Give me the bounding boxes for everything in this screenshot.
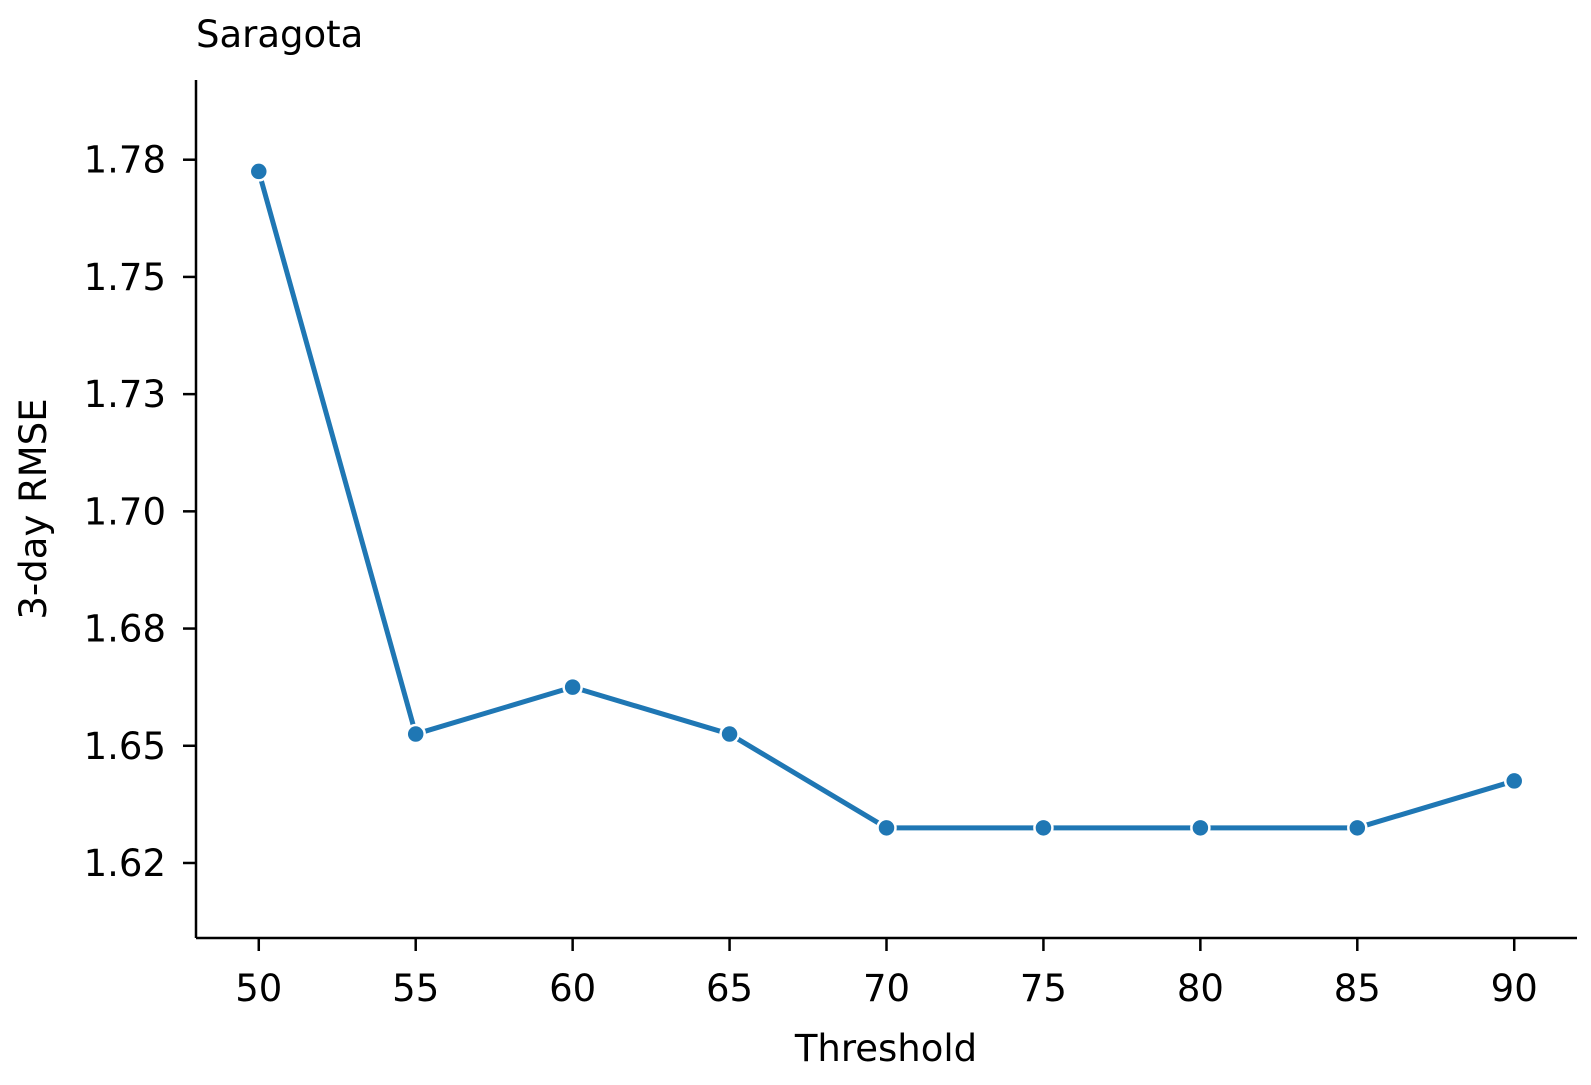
y-tick-label: 1.75 (84, 256, 166, 299)
data-point (562, 676, 583, 698)
y-tick-label: 1.65 (84, 725, 166, 768)
x-tick-label: 55 (392, 967, 439, 1010)
x-tick-label: 70 (863, 967, 910, 1010)
x-tick-label: 90 (1491, 967, 1538, 1010)
data-point (1033, 817, 1054, 839)
y-tick-label: 1.62 (84, 842, 166, 885)
x-tick-label: 60 (549, 967, 596, 1010)
x-tick-label: 50 (235, 967, 282, 1010)
data-point (248, 161, 270, 182)
x-axis-title: Threshold (794, 1027, 977, 1070)
x-axis-ticks: 50 55 60 65 70 75 80 85 90 (235, 938, 1538, 1010)
data-point (1503, 770, 1525, 792)
y-tick-label: 1.78 (84, 139, 166, 182)
series-layer (248, 161, 1525, 839)
data-point (876, 817, 897, 839)
series-line (256, 170, 1515, 831)
x-tick-label: 80 (1177, 967, 1224, 1010)
data-point (405, 723, 426, 745)
y-tick-label: 1.73 (84, 373, 166, 416)
data-point (1347, 817, 1368, 839)
x-tick-label: 85 (1334, 967, 1381, 1010)
x-tick-label: 65 (706, 967, 753, 1010)
y-tick-label: 1.68 (84, 608, 166, 651)
x-tick-label: 75 (1020, 967, 1067, 1010)
data-point (1190, 817, 1211, 839)
y-axis-title: 3-day RMSE (12, 398, 55, 619)
data-point (719, 723, 740, 745)
y-axis-ticks: 1.62 1.65 1.68 1.70 1.73 1.75 1.78 (84, 139, 196, 885)
y-tick-label: 1.70 (84, 490, 166, 533)
chart-title: Saragota (196, 13, 363, 56)
